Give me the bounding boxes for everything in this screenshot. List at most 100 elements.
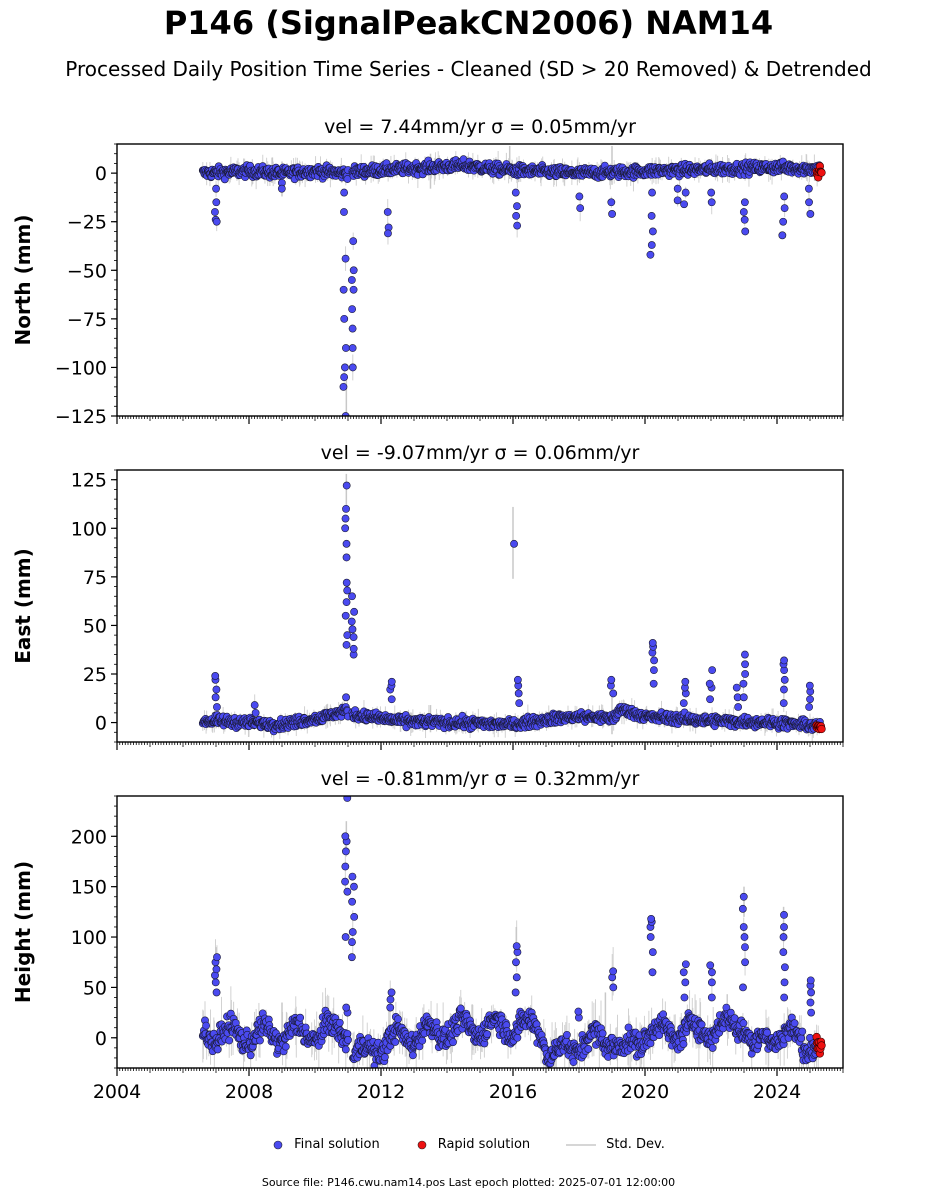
east-final-point xyxy=(741,670,750,678)
east-final-point xyxy=(342,693,350,702)
north-final-point xyxy=(780,192,789,201)
east-final-point xyxy=(343,586,352,595)
east-final-point xyxy=(342,553,351,562)
height-final-point xyxy=(483,1030,492,1039)
east-final-point xyxy=(251,708,260,717)
north-final-point xyxy=(804,184,813,193)
north-data xyxy=(198,145,826,416)
east-y-tick-label: 25 xyxy=(83,664,107,686)
height-final-point xyxy=(598,1029,607,1038)
north-final-point xyxy=(349,237,358,246)
east-final-point xyxy=(213,703,221,711)
north-final-point xyxy=(647,211,656,220)
north-final-point xyxy=(806,210,815,218)
north-final-point xyxy=(212,184,220,193)
east-final-point xyxy=(681,677,690,686)
east-final-point xyxy=(708,666,717,675)
north-y-tick-label: −25 xyxy=(67,212,107,234)
north-final-point xyxy=(608,210,616,218)
north-final-point xyxy=(347,276,356,284)
east-final-point xyxy=(732,683,741,692)
north-final-point xyxy=(647,241,656,249)
east-frame xyxy=(116,469,844,743)
height-final-point xyxy=(213,1045,222,1054)
height-final-point xyxy=(563,1030,571,1039)
height-final-point xyxy=(408,1051,417,1060)
north-final-point xyxy=(512,211,521,220)
north-final-point xyxy=(511,188,520,197)
height-final-point xyxy=(281,1042,290,1051)
east-y-tick-label: 125 xyxy=(71,470,107,492)
north-std-bars xyxy=(202,145,821,416)
east-final-point xyxy=(706,695,714,704)
north-final-point xyxy=(342,344,350,352)
north-final-point xyxy=(576,204,585,213)
north-final-point xyxy=(340,314,349,323)
east-rapid-point xyxy=(817,724,826,734)
north-y-tick-label: −75 xyxy=(67,309,107,331)
north-panel: vel = 7.44mm/yr σ = 0.05mm/yr North (mm) 0… xyxy=(11,116,844,428)
height-final-point xyxy=(335,1018,344,1027)
east-final-point xyxy=(211,693,220,702)
height-final-point xyxy=(344,1036,352,1044)
east-final-point xyxy=(250,701,259,709)
height-velocity-title: vel = -0.81mm/yr σ = 0.32mm/yr xyxy=(321,768,640,790)
north-final-point xyxy=(513,202,521,211)
north-final-point xyxy=(341,363,349,372)
north-final-point xyxy=(340,208,348,216)
height-final-point xyxy=(513,1033,522,1042)
east-final-point xyxy=(734,703,743,711)
east-velocity-title: vel = -9.07mm/yr σ = 0.06mm/yr xyxy=(321,442,640,464)
north-final-point xyxy=(384,229,392,238)
height-final-point xyxy=(655,1031,664,1039)
north-final-point xyxy=(648,227,657,236)
north-y-tick-label: −50 xyxy=(67,260,107,282)
height-panel: vel = -0.81mm/yr σ = 0.32mm/yr Height (mm… xyxy=(11,768,844,1103)
east-final-point xyxy=(779,699,788,708)
north-rapid-points xyxy=(812,162,826,182)
east-final-point xyxy=(212,685,221,694)
north-final-point xyxy=(707,198,716,207)
north-final-point xyxy=(341,254,350,263)
north-final-point xyxy=(646,250,655,259)
north-final-point xyxy=(339,285,348,294)
east-rapid-points xyxy=(812,721,826,734)
north-final-point xyxy=(349,266,358,275)
east-data xyxy=(198,473,826,742)
north-final-point xyxy=(348,363,357,372)
height-final-point xyxy=(739,1019,748,1028)
north-final-point xyxy=(212,198,221,207)
east-final-point xyxy=(342,504,350,513)
east-final-point xyxy=(515,699,524,708)
east-final-point xyxy=(513,675,522,684)
north-final-point xyxy=(211,208,219,216)
east-final-point xyxy=(349,633,358,641)
east-final-point xyxy=(342,640,351,649)
east-final-point xyxy=(341,524,350,533)
east-final-points xyxy=(198,481,824,736)
height-final-point xyxy=(708,1044,717,1052)
east-final-point xyxy=(341,611,350,620)
height-final-point xyxy=(679,1040,688,1048)
north-final-point xyxy=(780,204,789,213)
east-final-point xyxy=(739,693,748,702)
east-final-point xyxy=(650,656,658,665)
height-final-point xyxy=(341,1045,350,1054)
height-final-point xyxy=(569,1058,578,1067)
east-panel: vel = -9.07mm/yr σ = 0.06mm/yr East (mm) 0… xyxy=(11,442,844,750)
height-std-bars xyxy=(202,821,819,1068)
north-velocity-title: vel = 7.44mm/yr σ = 0.05mm/yr xyxy=(324,116,636,138)
east-final-point xyxy=(341,514,350,523)
north-y-tick-label: 0 xyxy=(95,163,107,185)
north-final-point xyxy=(739,208,748,216)
north-y-tick-label: −125 xyxy=(55,406,107,428)
east-final-point xyxy=(780,685,788,694)
north-final-point xyxy=(383,208,392,216)
east-final-point xyxy=(679,699,688,708)
height-final-point xyxy=(202,1021,210,1030)
north-final-point xyxy=(740,198,749,207)
east-final-point xyxy=(348,625,357,634)
north-final-points xyxy=(198,155,824,416)
east-final-point xyxy=(387,677,396,686)
